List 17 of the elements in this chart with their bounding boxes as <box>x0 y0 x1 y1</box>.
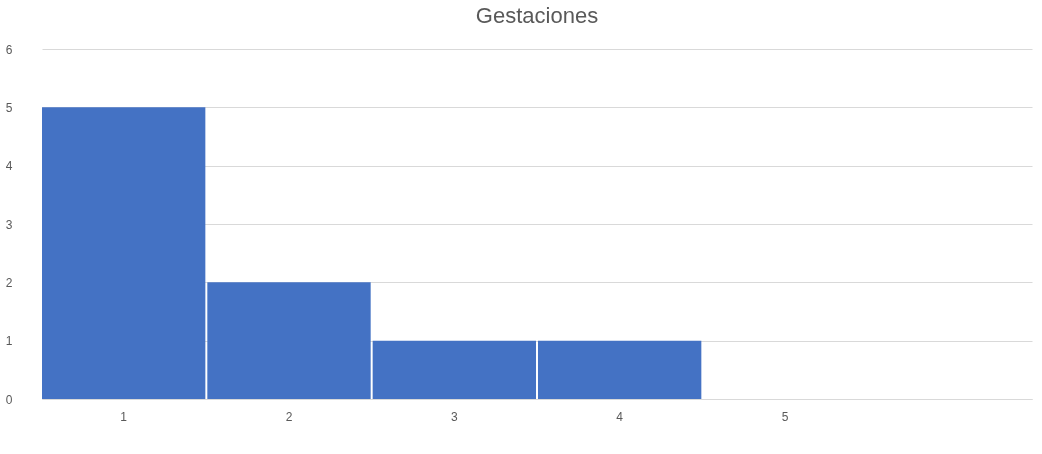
x-tick-label: 5 <box>781 409 789 424</box>
bar <box>207 282 371 399</box>
bar <box>372 340 537 399</box>
bar <box>42 107 206 399</box>
x-tick-label: 3 <box>450 409 458 424</box>
y-tick-label: 6 <box>5 42 13 57</box>
y-tick-label: 1 <box>5 334 13 349</box>
y-tick-label: 3 <box>5 217 13 232</box>
chart-title: Gestaciones <box>475 3 599 28</box>
y-tick-label: 0 <box>5 392 13 407</box>
x-tick-label: 1 <box>120 409 128 424</box>
y-tick-label: 4 <box>5 159 13 174</box>
x-tick-label: 4 <box>616 409 624 424</box>
y-tick-label: 2 <box>5 275 13 290</box>
y-tick-label: 5 <box>5 100 13 115</box>
bar <box>537 340 702 399</box>
x-tick-label: 2 <box>285 409 293 424</box>
